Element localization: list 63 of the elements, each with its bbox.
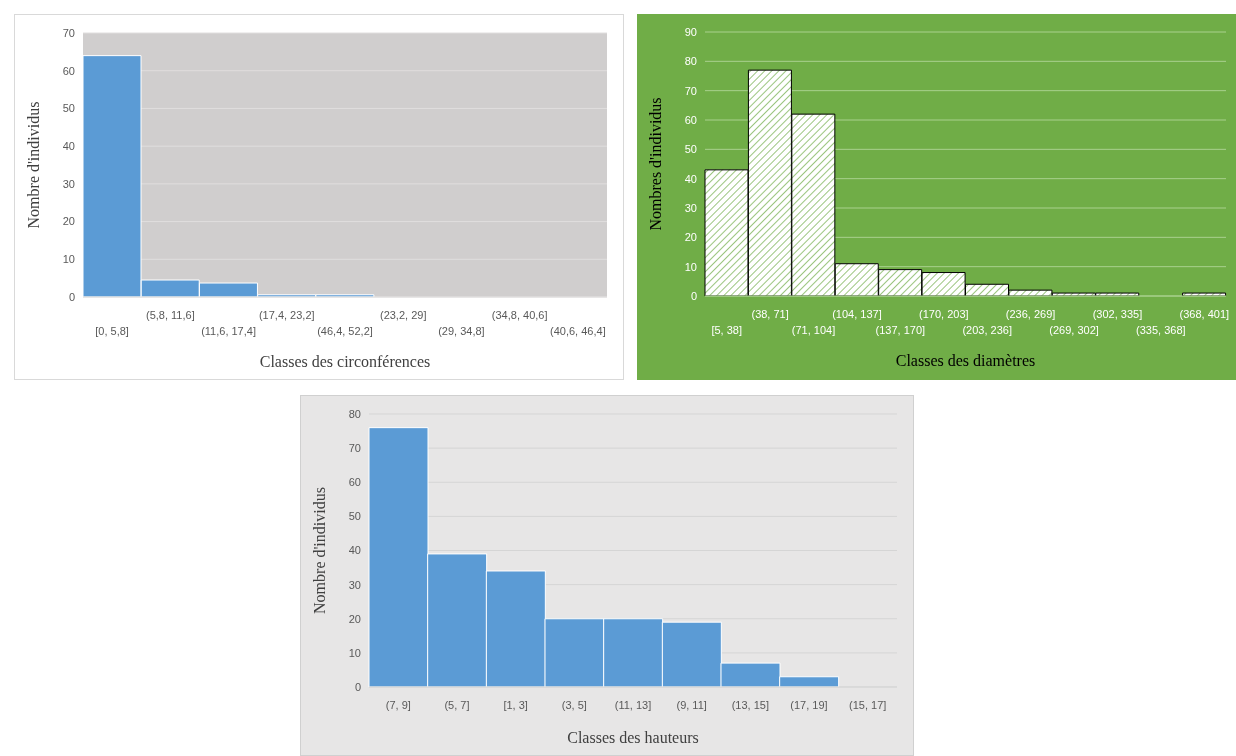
y-tick-label: 40 [348,544,361,557]
y-tick-label: 10 [348,646,361,659]
x-tick-label: (17, 19] [790,699,828,711]
y-axis-title: Nombres d'individus [646,97,664,231]
x-tick-label: (11,6, 17,4] [201,325,256,337]
x-tick-label: (104, 137] [832,308,882,320]
x-tick-label: (5,8, 11,6] [145,309,195,321]
x-tick-label: (15, 17] [849,699,887,711]
x-tick-label: [0, 5,8] [95,325,129,337]
y-tick-label: 20 [62,215,75,228]
y-tick-label: 50 [62,102,75,115]
x-tick-label: (46,4, 52,2] [317,325,373,337]
y-tick-label: 20 [684,231,697,244]
y-tick-label: 30 [684,201,697,214]
y-tick-label: 80 [348,407,361,420]
x-tick-label: (29, 34,8] [438,325,485,337]
x-tick-label: (34,8, 40,6] [491,309,548,321]
y-tick-label: 20 [348,612,361,625]
x-tick-label: (23,2, 29] [379,309,427,321]
y-tick-label: 70 [348,442,361,455]
y-tick-label: 0 [68,290,75,303]
x-tick-label: (71, 104] [791,324,836,336]
x-tick-label: [1, 3] [503,699,528,711]
y-tick-label: 30 [348,578,361,591]
y-tick-label: 30 [62,177,75,190]
x-tick-label: (11, 13] [614,699,652,711]
y-tick-label: 90 [684,25,697,38]
y-tick-label: 10 [62,253,75,266]
x-tick-label: (9, 11] [676,699,707,711]
y-axis-title: Nombre d'individus [310,487,328,614]
x-tick-label: (5, 7] [444,699,470,711]
x-axis-title: Classes des diamètres [895,352,1036,369]
y-tick-label: 60 [62,64,75,77]
x-tick-label: (13, 15] [731,699,769,711]
x-tick-label: (335, 368] [1136,324,1186,336]
x-tick-label: [5, 38] [711,324,742,336]
y-tick-label: 0 [354,680,361,693]
y-tick-label: 10 [684,260,697,273]
x-tick-label: (17,4, 23,2] [258,309,315,321]
x-tick-label: (269, 302] [1049,324,1099,336]
x-tick-label: (3, 5] [561,699,587,711]
x-axis-title: Classes des hauteurs [567,729,699,746]
y-tick-label: 50 [684,143,697,156]
y-tick-label: 60 [684,113,697,126]
y-axis-title: Nombre d'individus [24,101,42,229]
x-tick-label: (38, 71] [751,308,789,320]
x-tick-label: (368, 401] [1179,308,1230,320]
y-tick-label: 0 [690,289,697,302]
y-tick-label: 70 [684,84,697,97]
y-tick-label: 60 [348,476,361,489]
x-axis-title: Classes des circonférences [259,353,431,370]
x-tick-label: (203, 236] [962,324,1012,336]
x-tick-label: (137, 170] [875,324,926,336]
y-tick-label: 70 [62,26,75,39]
x-tick-label: (7, 9] [385,699,411,711]
x-tick-label: (170, 203] [919,308,969,320]
y-tick-label: 80 [684,55,697,68]
y-tick-label: 50 [348,510,361,523]
x-tick-label: (40,6, 46,4] [550,325,606,337]
x-tick-label: (302, 335] [1092,308,1143,320]
y-tick-label: 40 [684,172,697,185]
y-tick-label: 40 [62,140,75,153]
x-tick-label: (236, 269] [1005,308,1056,320]
